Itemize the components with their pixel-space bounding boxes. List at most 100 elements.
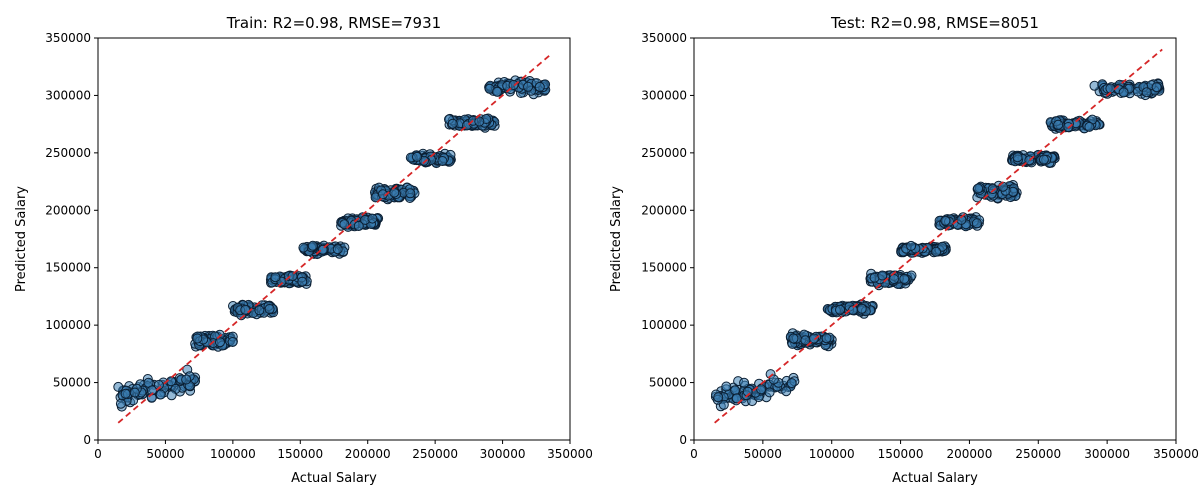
test-x-tick-label: 300000 bbox=[1084, 447, 1130, 461]
train-data-point bbox=[389, 187, 400, 198]
train-data-point bbox=[264, 304, 275, 314]
train-data-point bbox=[254, 305, 265, 316]
test-x-tick-label: 0 bbox=[690, 447, 698, 461]
test-y-tick-label: 50000 bbox=[649, 376, 687, 390]
test-data-point bbox=[877, 270, 888, 281]
test-data-point bbox=[1053, 119, 1064, 130]
test-data-point bbox=[940, 215, 951, 226]
train-x-axis-label: Actual Salary bbox=[291, 471, 377, 486]
train-x-tick-label: 250000 bbox=[412, 447, 458, 461]
test-data-point bbox=[821, 333, 832, 344]
train-data-point bbox=[332, 244, 343, 255]
test-y-tick-label: 150000 bbox=[641, 261, 687, 275]
train-x-tick-label: 350000 bbox=[547, 447, 593, 461]
test-data-point bbox=[786, 378, 797, 389]
test-y-tick-label: 200000 bbox=[641, 203, 687, 217]
train-data-point bbox=[534, 81, 545, 92]
test-data-point bbox=[764, 387, 775, 398]
test-data-point bbox=[1012, 152, 1023, 163]
train-data-point bbox=[120, 388, 131, 399]
test-scatter-chart: Test: R2=0.98, RMSE=8051 0 50000 100000 1500… bbox=[609, 14, 1199, 486]
train-y-tick-label: 0 bbox=[83, 433, 91, 447]
test-data-point bbox=[731, 393, 742, 404]
test-y-tick-label: 0 bbox=[679, 433, 687, 447]
train-data-point bbox=[353, 221, 364, 231]
train-data-point bbox=[297, 276, 308, 287]
train-x-tick-label: 50000 bbox=[146, 447, 184, 461]
train-y-tick-label: 200000 bbox=[45, 203, 91, 217]
test-y-tick-label: 250000 bbox=[641, 146, 687, 160]
test-plot-frame bbox=[693, 37, 1177, 441]
train-data-point bbox=[437, 156, 448, 166]
train-x-tick-label: 300000 bbox=[480, 447, 526, 461]
test-data-point bbox=[788, 333, 799, 344]
test-y-tick-label: 100000 bbox=[641, 318, 687, 332]
train-data-point bbox=[307, 240, 318, 251]
train-data-point bbox=[405, 188, 416, 199]
test-data-point bbox=[998, 181, 1008, 192]
test-y-tick-label: 350000 bbox=[641, 31, 687, 45]
test-x-tick-label: 200000 bbox=[947, 447, 993, 461]
test-data-point bbox=[1038, 154, 1049, 165]
test-x-tick-label: 150000 bbox=[878, 447, 924, 461]
train-scatter-chart: Train: R2=0.98, RMSE=7931 0 50000 100000 150… bbox=[14, 14, 593, 486]
train-data-point bbox=[181, 374, 192, 385]
test-data-point bbox=[739, 377, 750, 388]
train-data-point bbox=[192, 333, 203, 344]
test-x-tick-label: 50000 bbox=[744, 447, 782, 461]
train-data-point bbox=[474, 116, 485, 127]
train-data-point bbox=[115, 398, 126, 409]
train-y-tick-label: 150000 bbox=[45, 261, 91, 275]
train-x-tick-label: 150000 bbox=[277, 447, 323, 461]
train-data-point bbox=[339, 219, 350, 230]
train-data-point bbox=[166, 390, 177, 401]
test-y-tick-label: 300000 bbox=[641, 88, 687, 102]
train-x-tick-label: 100000 bbox=[210, 447, 256, 461]
train-data-point bbox=[155, 389, 166, 400]
test-data-point bbox=[931, 246, 942, 257]
train-data-point bbox=[412, 151, 422, 162]
train-y-axis-label: Predicted Salary bbox=[14, 186, 29, 292]
train-y-tick-label: 300000 bbox=[45, 88, 91, 102]
test-data-point bbox=[768, 374, 779, 385]
train-data-point bbox=[215, 337, 225, 348]
test-data-point bbox=[899, 273, 910, 284]
test-data-point bbox=[835, 304, 845, 315]
train-x-tick-label: 0 bbox=[94, 447, 102, 461]
test-data-point bbox=[889, 274, 899, 284]
train-data-point bbox=[270, 272, 281, 283]
train-y-tick-label: 350000 bbox=[45, 31, 91, 45]
train-ideal-line bbox=[117, 54, 551, 424]
train-data-point bbox=[287, 271, 298, 282]
test-data-point bbox=[1118, 87, 1129, 98]
train-data-point bbox=[113, 381, 124, 392]
train-y-tick-label: 50000 bbox=[53, 376, 91, 390]
test-data-point bbox=[713, 392, 724, 403]
test-data-point bbox=[721, 381, 732, 392]
test-ideal-line bbox=[714, 48, 1163, 424]
train-y-tick-label: 250000 bbox=[45, 146, 91, 160]
test-data-point bbox=[856, 303, 867, 314]
train-data-point bbox=[129, 387, 140, 398]
test-chart-title: Test: R2=0.98, RMSE=8051 bbox=[830, 14, 1039, 32]
test-x-tick-label: 100000 bbox=[809, 447, 855, 461]
test-data-point bbox=[1141, 87, 1152, 98]
test-data-point bbox=[1151, 82, 1162, 93]
train-x-tick-label: 200000 bbox=[345, 447, 391, 461]
test-data-point bbox=[756, 384, 767, 395]
test-data-point bbox=[1084, 121, 1095, 132]
test-data-point bbox=[781, 386, 792, 397]
test-x-tick-label: 250000 bbox=[1015, 447, 1061, 461]
train-plot-frame bbox=[97, 37, 571, 441]
test-data-point bbox=[809, 333, 819, 344]
train-chart-title: Train: R2=0.98, RMSE=7931 bbox=[226, 14, 441, 32]
test-data-point bbox=[973, 183, 984, 194]
test-data-point bbox=[730, 385, 741, 396]
train-data-point bbox=[492, 86, 502, 97]
train-data-point bbox=[367, 213, 378, 224]
train-data-point bbox=[298, 242, 309, 253]
test-x-axis-label: Actual Salary bbox=[892, 471, 978, 486]
train-data-point bbox=[508, 80, 519, 90]
train-data-point bbox=[447, 118, 458, 129]
